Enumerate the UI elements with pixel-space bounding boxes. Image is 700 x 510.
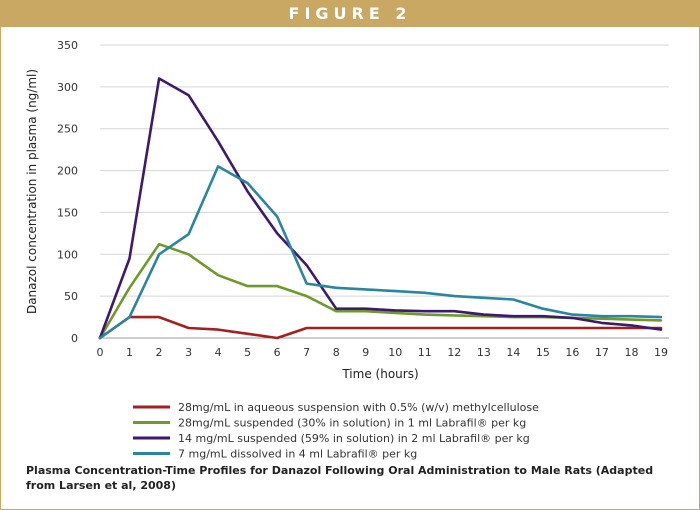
gridlines (100, 44, 669, 297)
x-tick-label: 9 (362, 346, 369, 359)
series-lines (98, 77, 663, 340)
y-tick-label: 300 (57, 81, 78, 94)
legend: 28mg/mL in aqueous suspension with 0.5% … (133, 401, 539, 461)
x-tick-label: 8 (333, 346, 340, 359)
x-tick-label: 12 (447, 346, 461, 359)
x-tick-label: 10 (388, 346, 402, 359)
x-tick-label: 11 (418, 346, 432, 359)
x-tick-label: 3 (185, 346, 192, 359)
y-tick-label: 150 (57, 206, 78, 219)
y-tick-label: 200 (57, 165, 78, 178)
x-tick-label: 5 (244, 346, 251, 359)
y-axis-label: Danazol concentration in plasma (ng/ml) (25, 69, 39, 314)
y-tick-label: 0 (71, 332, 78, 345)
y-tick-label: 100 (57, 248, 78, 261)
series-line-3 (98, 77, 663, 340)
x-tick-label: 0 (97, 346, 104, 359)
series-line-1 (98, 315, 663, 340)
x-tick-label: 7 (303, 346, 310, 359)
figure-caption: Plasma Concentration-Time Profiles for D… (26, 464, 654, 492)
figure-label: FIGURE 2 (1, 1, 699, 27)
x-tick-label: 6 (274, 346, 281, 359)
legend-label-1: 28mg/mL in aqueous suspension with 0.5% … (178, 401, 539, 414)
x-tick-label: 1 (126, 346, 133, 359)
x-tick-label: 4 (215, 346, 222, 359)
legend-label-3: 14 mg/mL suspended (59% in solution) in … (178, 432, 530, 445)
x-tick-label: 14 (506, 346, 520, 359)
x-tick-label: 19 (654, 346, 668, 359)
y-tick-label: 50 (64, 290, 78, 303)
series-line-4 (98, 165, 663, 340)
x-tick-label: 16 (565, 346, 579, 359)
x-axis-label: Time (hours) (341, 367, 418, 381)
y-tick-label: 250 (57, 123, 78, 136)
x-tick-label: 13 (477, 346, 491, 359)
legend-label-2: 28mg/mL suspended (30% in solution) in 1… (178, 417, 526, 430)
legend-label-4: 7 mg/mL dissolved in 4 ml Labrafil® per … (178, 448, 417, 461)
x-tick-label: 17 (595, 346, 609, 359)
x-tick-label: 15 (536, 346, 550, 359)
y-tick-label: 350 (57, 39, 78, 52)
x-tick-label: 2 (156, 346, 163, 359)
x-tick-label: 18 (624, 346, 638, 359)
